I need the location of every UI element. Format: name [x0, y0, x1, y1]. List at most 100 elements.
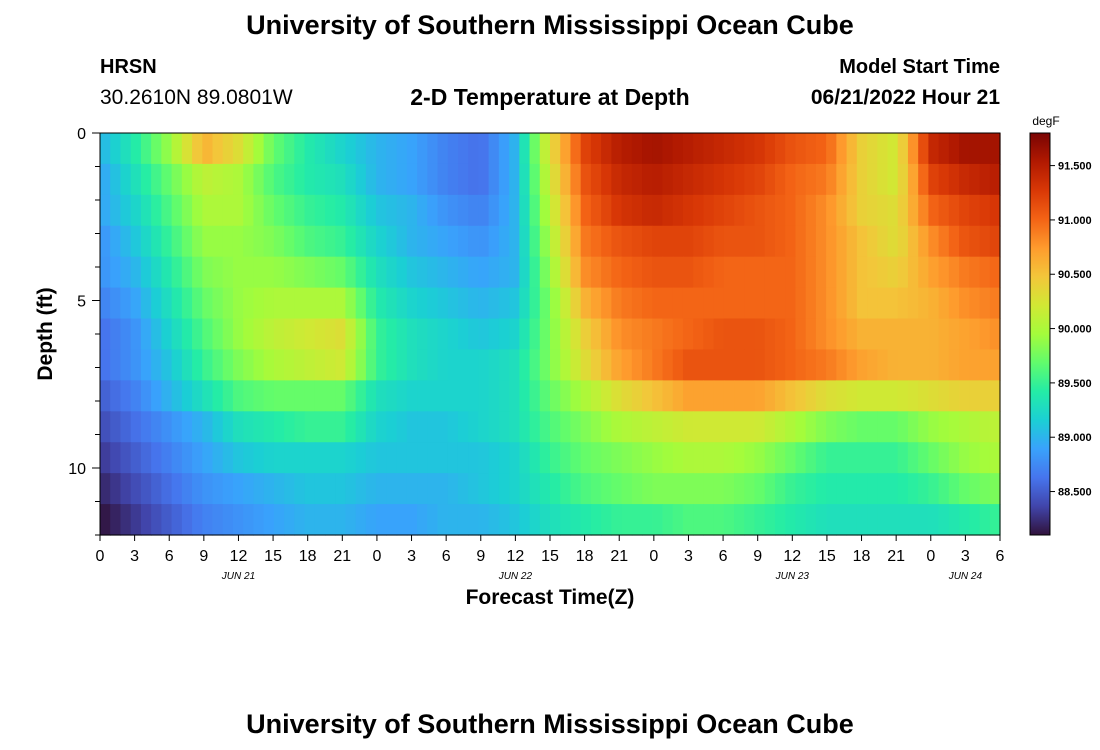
heatmap-cell — [365, 442, 377, 474]
heatmap-cell — [529, 380, 541, 412]
heatmap-cell — [969, 194, 981, 227]
heatmap-cell — [498, 194, 510, 227]
heatmap-cell — [682, 225, 694, 258]
heatmap-cell — [723, 163, 735, 196]
heatmap-cell — [314, 225, 326, 258]
heatmap-cell — [294, 133, 306, 165]
heatmap-cell — [969, 287, 981, 320]
heatmap-cell — [652, 411, 664, 443]
heatmap-cell — [171, 504, 183, 536]
heatmap-cell — [447, 163, 459, 196]
heatmap-cell — [376, 194, 387, 227]
heatmap-cell — [785, 225, 797, 258]
heatmap-cell — [181, 349, 193, 381]
heatmap-cell — [376, 473, 387, 505]
heatmap-cell — [918, 225, 930, 258]
heatmap-cell — [202, 349, 214, 381]
heatmap-cell — [212, 504, 224, 536]
heatmap-cell — [550, 380, 561, 412]
heatmap-cell — [120, 318, 132, 351]
heatmap-cell — [734, 318, 745, 351]
heatmap-cell — [938, 380, 950, 412]
heatmap-cell — [396, 133, 408, 165]
heatmap-cell — [468, 380, 480, 412]
y-tick-label: 0 — [77, 126, 86, 143]
heatmap-cell — [335, 225, 347, 258]
heatmap-cell — [580, 473, 592, 505]
heatmap-cell — [212, 411, 224, 443]
x-tick-label: 3 — [130, 548, 139, 565]
heatmap-cell — [928, 318, 940, 351]
heatmap-cell — [457, 504, 469, 536]
heatmap-cell — [304, 225, 316, 258]
heatmap-cell — [447, 287, 459, 320]
heatmap-cell — [335, 504, 347, 536]
heatmap-cell — [171, 318, 183, 351]
heatmap-cell — [498, 287, 510, 320]
colorbar-unit: degF — [1032, 114, 1059, 128]
heatmap-cell — [601, 473, 612, 505]
heatmap-cell — [120, 194, 132, 227]
heatmap-cell — [406, 504, 418, 536]
heatmap-cell — [100, 133, 111, 165]
heatmap-cell — [703, 318, 715, 351]
heatmap-cell — [365, 380, 377, 412]
heatmap-cell — [713, 256, 725, 289]
heatmap-cell — [478, 504, 490, 536]
heatmap-cell — [754, 163, 766, 196]
heatmap-cell — [815, 473, 827, 505]
heatmap-cell — [662, 256, 674, 289]
x-date-label: JUN 22 — [498, 571, 533, 582]
heatmap-cell — [447, 256, 459, 289]
heatmap-cell — [457, 318, 469, 351]
heatmap-cell — [897, 349, 909, 381]
heatmap-cell — [130, 349, 142, 381]
heatmap-cell — [836, 256, 848, 289]
heatmap-cell — [171, 256, 183, 289]
heatmap-cell — [948, 411, 960, 443]
heatmap-cell — [979, 256, 991, 289]
heatmap-cell — [887, 194, 899, 227]
heatmap-cell — [642, 349, 653, 381]
colorbar-gradient — [1029, 132, 1051, 536]
heatmap-cell — [662, 194, 674, 227]
heatmap-cell — [877, 287, 889, 320]
heatmap-cell — [795, 318, 807, 351]
heatmap-cell — [928, 163, 940, 196]
x-tick-label: 3 — [961, 548, 970, 565]
heatmap-cell — [836, 411, 848, 443]
heatmap-cell — [437, 256, 449, 289]
heatmap-cell — [560, 194, 572, 227]
heatmap-cell — [897, 287, 909, 320]
heatmap-cell — [918, 194, 930, 227]
heatmap-cell — [723, 225, 735, 258]
heatmap-cell — [969, 504, 981, 536]
heatmap-cell — [734, 442, 745, 474]
heatmap-cell — [601, 225, 612, 258]
heatmap-cell — [488, 225, 500, 258]
heatmap-cell — [877, 473, 889, 505]
heatmap-cell — [959, 504, 970, 536]
heatmap-cell — [386, 163, 398, 196]
heatmap-cell — [703, 256, 715, 289]
heatmap-cell — [488, 411, 500, 443]
heatmap-cell — [570, 133, 582, 165]
heatmap-cell — [969, 163, 981, 196]
heatmap-cell — [846, 380, 858, 412]
heatmap-cell — [846, 256, 858, 289]
heatmap-cell — [263, 163, 275, 196]
heatmap-cell — [590, 380, 602, 412]
heatmap-cell — [785, 318, 797, 351]
heatmap-cell — [427, 256, 439, 289]
colorbar-tick-label: 91.000 — [1058, 215, 1092, 227]
heatmap-cell — [703, 133, 715, 165]
heatmap-cell — [314, 163, 326, 196]
heatmap-cell — [897, 380, 909, 412]
heatmap-cell — [570, 194, 582, 227]
heatmap-cell — [907, 194, 919, 227]
heatmap-cell — [959, 256, 970, 289]
heatmap-cell — [550, 442, 561, 474]
heatmap-cell — [918, 349, 930, 381]
heatmap-cell — [498, 411, 510, 443]
heatmap-cell — [222, 287, 234, 320]
